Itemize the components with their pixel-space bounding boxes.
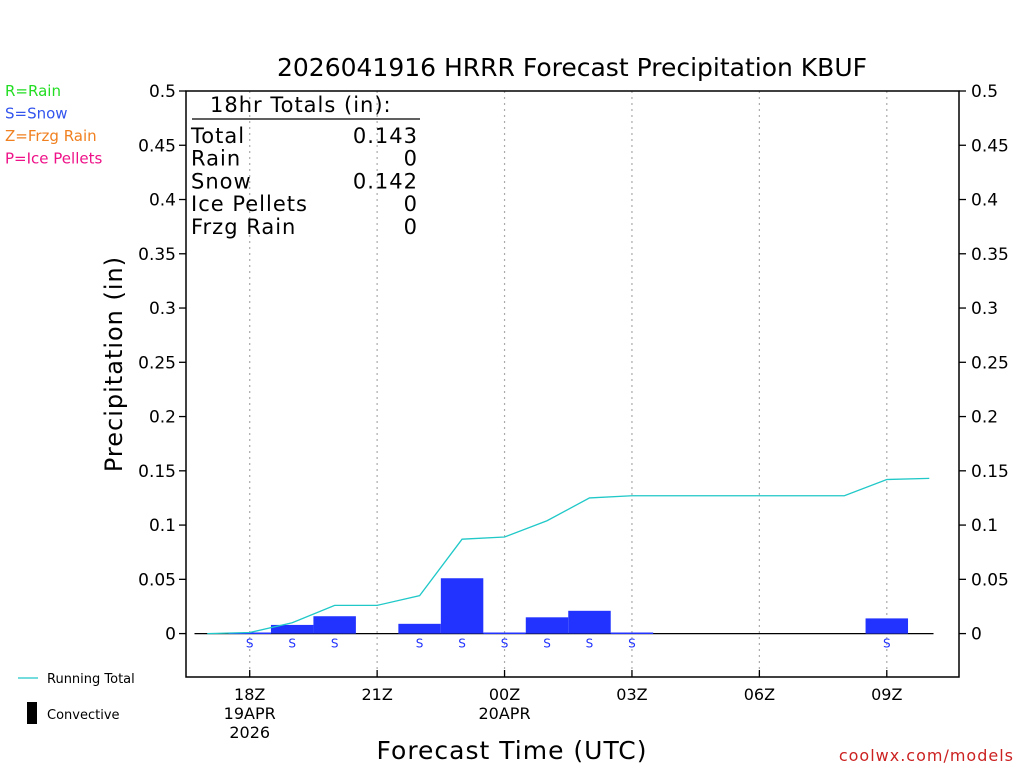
- grid-lines: [249, 91, 888, 677]
- totals-value-1: 0: [404, 147, 418, 171]
- convective-legend-label: Convective: [47, 708, 120, 723]
- xtick-label-4-0: 06Z: [744, 685, 775, 704]
- ytick-label-right-4: 0.3: [971, 299, 998, 319]
- credit-text: coolwx.com/models: [839, 746, 1014, 765]
- legend-type-1: S=Snow: [5, 105, 68, 123]
- bar-20: [313, 616, 356, 634]
- bar-23: [440, 578, 484, 634]
- bar-25: [525, 617, 569, 634]
- legend-type-2: Z=Frzg Rain: [5, 127, 97, 145]
- ytick-label-right-0: 0.5: [971, 82, 998, 102]
- y-axis-label: Precipitation (in): [100, 256, 128, 472]
- xtick-label-5-0: 09Z: [871, 685, 902, 704]
- ytick-label-left-10: 0: [165, 625, 176, 645]
- xtick-label-3-0: 03Z: [616, 685, 647, 704]
- xtick-label-0-2: 2026: [229, 723, 270, 742]
- totals-value-2: 0.142: [353, 169, 418, 193]
- precip-bars: [228, 578, 909, 635]
- xtick-label-0-1: 19APR: [224, 704, 276, 723]
- ytick-label-right-6: 0.2: [971, 408, 998, 428]
- ytick-label-left-5: 0.25: [138, 353, 176, 373]
- xtick-label-1-0: 21Z: [361, 685, 392, 704]
- ytick-label-left-0: 0.5: [149, 82, 176, 102]
- ytick-label-left-8: 0.1: [149, 516, 176, 536]
- ytick-label-left-9: 0.05: [138, 570, 176, 590]
- plot-frame: [185, 90, 960, 678]
- ytick-label-left-3: 0.35: [138, 245, 176, 265]
- bar-24: [483, 632, 526, 635]
- totals-label-0: Total: [190, 124, 245, 148]
- totals-value-4: 0: [404, 215, 418, 239]
- ytick-label-left-7: 0.15: [138, 462, 176, 482]
- type-mark-19: S: [288, 637, 296, 651]
- bar-33: [865, 618, 909, 634]
- ytick-label-right-5: 0.25: [971, 353, 1009, 373]
- convective-legend: Convective: [27, 702, 120, 724]
- type-mark-33: S: [883, 637, 891, 651]
- ytick-label-right-1: 0.45: [971, 136, 1009, 156]
- totals-label-1: Rain: [191, 147, 241, 171]
- bar-19: [270, 624, 314, 634]
- ytick-label-right-9: 0.05: [971, 570, 1009, 590]
- type-mark-20: S: [331, 637, 339, 651]
- totals-header: 18hr Totals (in):: [210, 93, 392, 117]
- ytick-label-right-3: 0.35: [971, 245, 1009, 265]
- x-axis-label: Forecast Time (UTC): [377, 736, 648, 765]
- precip-type-legend: R=Rain S=Snow Z=Frzg Rain P=Ice Pellets: [5, 82, 102, 168]
- type-mark-23: S: [458, 637, 466, 651]
- ytick-label-left-6: 0.2: [149, 408, 176, 428]
- totals-value-0: 0.143: [353, 124, 418, 148]
- type-mark-27: S: [628, 637, 636, 651]
- totals-value-3: 0: [404, 192, 418, 216]
- totals-label-4: Frzg Rain: [191, 215, 296, 239]
- ytick-label-right-8: 0.1: [971, 516, 998, 536]
- legend-type-3: P=Ice Pellets: [5, 150, 102, 168]
- xtick-label-2-1: 20APR: [479, 704, 531, 723]
- type-mark-24: S: [501, 637, 509, 651]
- type-mark-26: S: [586, 637, 594, 651]
- chart-title: 2026041916 HRRR Forecast Precipitation K…: [277, 53, 867, 82]
- ytick-label-left-4: 0.3: [149, 299, 176, 319]
- running-total-legend: Running Total: [18, 672, 135, 687]
- y-axis-right: 0.5 0.45 0.4 0.35 0.3 0.25 0.2 0.15 0.1 0.05 0: [959, 82, 1009, 645]
- type-mark-25: S: [543, 637, 551, 651]
- legend-type-0: R=Rain: [5, 82, 61, 100]
- bar-18: [228, 632, 271, 635]
- ytick-label-right-2: 0.4: [971, 191, 998, 211]
- totals-label-3: Ice Pellets: [191, 192, 308, 216]
- totals-label-2: Snow: [191, 169, 252, 193]
- running-total-line: [207, 477, 930, 635]
- ytick-label-right-7: 0.15: [971, 462, 1009, 482]
- totals-box: 18hr Totals (in): Total 0.143 Rain 0 Snow 0.1…: [190, 93, 420, 239]
- ytick-label-left-2: 0.4: [149, 191, 176, 211]
- y-axis-left: 0.5 0.45 0.4 0.35 0.3 0.25 0.2 0.15 0.1 0.05 0: [138, 82, 186, 645]
- xtick-label-2-0: 00Z: [489, 685, 520, 704]
- type-mark-22: S: [416, 637, 424, 651]
- bar-22: [398, 623, 441, 634]
- bar-26: [568, 610, 611, 634]
- running-total-legend-label: Running Total: [47, 672, 135, 687]
- ytick-label-right-10: 0: [971, 625, 982, 645]
- type-mark-18: S: [246, 637, 254, 651]
- bar-27: [610, 632, 654, 635]
- ytick-label-left-1: 0.45: [138, 136, 176, 156]
- convective-legend-swatch: [27, 702, 37, 724]
- xtick-label-0-0: 18Z: [234, 685, 265, 704]
